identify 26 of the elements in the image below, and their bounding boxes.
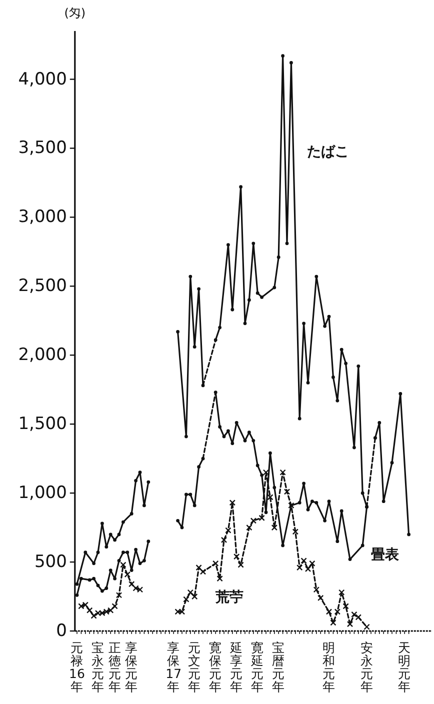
ytick-label: 4,000 [18, 69, 67, 90]
ytick-label: 2,000 [18, 345, 67, 366]
xtick-label: 享保17年 [166, 640, 182, 694]
ytick-label: 500 [34, 552, 67, 572]
series-label: たばこ [306, 144, 349, 160]
xtick-label: 元文元年 [188, 640, 202, 694]
xtick-label: 寛延元年 [251, 640, 264, 694]
ytick-label: 1,000 [18, 483, 67, 504]
ytick-label: 3,500 [18, 138, 67, 158]
ytick-label: 0 [56, 621, 67, 641]
xtick-label: 安永元年 [360, 640, 374, 694]
series-label: 畳表 [370, 546, 399, 563]
xtick-label: 明和元年 [322, 640, 336, 694]
xtick-label: 延享元年 [230, 640, 244, 694]
xtick-label: 天明元年 [398, 640, 412, 694]
ylabel: (匁) [64, 6, 86, 20]
xtick-label: 享保元年 [125, 640, 138, 694]
ytick-label: 3,000 [18, 207, 67, 228]
ytick-label: 1,500 [18, 414, 67, 434]
ytick-label: 2,500 [18, 276, 67, 296]
xtick-label: 元禄16年 [69, 640, 85, 694]
xtick-label: 正徳元年 [108, 640, 122, 694]
series-label: 荒苧 [216, 589, 244, 606]
xtick-label: 宝暦元年 [272, 640, 286, 694]
xtick-label: 寛保元年 [209, 640, 222, 694]
xtick-label: 宝永元年 [92, 640, 104, 694]
